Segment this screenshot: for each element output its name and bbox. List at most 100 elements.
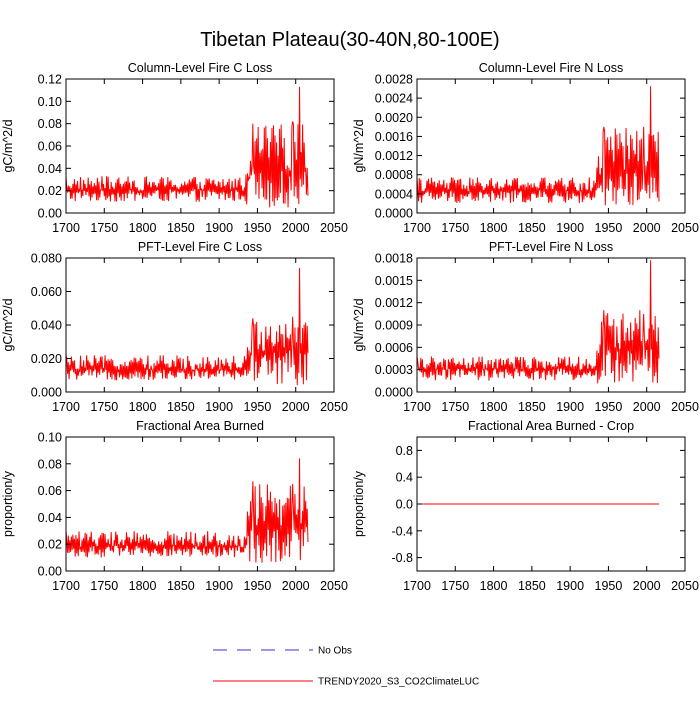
x-tick-label: 1700 [403,579,431,593]
x-tick-label: 1900 [205,579,233,593]
y-tick-label: 0.0012 [375,296,413,310]
x-tick-label: 1850 [518,400,546,414]
x-tick-label: 1700 [52,221,80,235]
legend-label: TRENDY2020_S3_CO2ClimateLUC [318,677,479,688]
x-tick-label: 1950 [244,221,272,235]
x-tick-label: 1900 [205,400,233,414]
x-tick-label: 1850 [167,400,195,414]
y-tick-label: 0.10 [38,95,62,109]
x-tick-label: 1800 [129,400,157,414]
plot-frame [416,78,686,214]
x-tick-label: 2000 [633,221,661,235]
y-tick-label: 0.040 [31,319,62,333]
y-axis-label: proportion/y [1,470,15,537]
y-tick-label: 0.08 [38,457,62,471]
y-tick-label: 0.0004 [375,187,413,201]
y-axis-label: proportion/y [352,470,366,537]
plot-frame [65,436,335,572]
y-tick-label: 0.0000 [375,386,413,400]
x-tick-label: 1800 [480,400,508,414]
x-tick-label: 2000 [633,579,661,593]
x-tick-label: 1700 [52,579,80,593]
y-tick-label: 0.0000 [375,207,413,221]
y-tick-label: 0.0008 [375,168,413,182]
y-tick-label: 0.0024 [375,92,413,106]
y-axis-label: gN/m^2/d [352,298,366,351]
figure-title: Tibetan Plateau(30-40N,80-100E) [200,29,499,51]
x-tick-label: 2050 [320,579,348,593]
panels: Column-Level Fire C Loss gC/m^2/d 1700 1750… [1,61,699,593]
y-tick-label: 0.08 [38,117,62,131]
y-tick-label: 0.0009 [375,319,413,333]
y-tick-label: 0.0006 [375,341,413,355]
x-tick-label: 1950 [244,579,272,593]
x-tick-label: 1950 [595,579,623,593]
x-tick-label: 2000 [633,400,661,414]
panel-title: Column-Level Fire C Loss [128,61,273,75]
y-axis-label: gC/m^2/d [1,298,15,351]
y-tick-label: 0.080 [31,252,62,266]
x-tick-label: 1950 [595,221,623,235]
legend-label: No Obs [318,646,352,657]
x-tick-label: 2050 [671,221,699,235]
x-tick-label: 1750 [90,579,118,593]
y-tick-label: 0.0028 [375,73,413,87]
y-tick-label: -0.8 [391,551,413,565]
x-tick-label: 2050 [320,221,348,235]
x-tick-label: 1800 [480,579,508,593]
y-tick-label: 0.00 [38,565,62,579]
y-tick-label: 0.060 [31,285,62,299]
x-tick-label: 1750 [90,400,118,414]
x-tick-label: 1800 [129,579,157,593]
x-tick-label: 1850 [167,579,195,593]
panel-pft_fire_n: PFT-Level Fire N Loss gN/m^2/d 1700 1750 180… [352,240,699,414]
x-tick-label: 1850 [167,221,195,235]
y-tick-label: -0.4 [391,524,413,538]
x-tick-label: 1900 [556,579,584,593]
y-tick-label: 0.06 [38,484,62,498]
y-tick-label: 0.020 [31,352,62,366]
panel-col_fire_c: Column-Level Fire C Loss gC/m^2/d 1700 1750… [1,61,348,235]
y-axis-label: gC/m^2/d [1,119,15,172]
y-tick-label: 0.000 [31,386,62,400]
y-tick-label: 0.02 [38,538,62,552]
panel-title: PFT-Level Fire N Loss [489,240,613,254]
y-tick-label: 0.04 [38,162,62,176]
y-tick-label: 0.0003 [375,363,413,377]
panel-title: Column-Level Fire N Loss [479,61,624,75]
y-tick-label: 0.12 [38,73,62,87]
x-tick-label: 2000 [282,221,310,235]
series-line-pft_fire_n [416,260,660,384]
y-tick-label: 0.0018 [375,252,413,266]
y-tick-label: 0.0012 [375,149,413,163]
y-tick-label: 0.0016 [375,130,413,144]
x-tick-label: 1950 [595,400,623,414]
series-line-col_fire_n [416,86,660,206]
x-tick-label: 1850 [518,221,546,235]
panel-frac_burned_crop: Fractional Area Burned - Crop proportion/… [352,419,699,593]
x-tick-label: 1900 [556,221,584,235]
x-tick-label: 2050 [671,400,699,414]
x-tick-label: 2050 [671,579,699,593]
panel-title: Fractional Area Burned [136,419,264,433]
x-tick-label: 1700 [403,400,431,414]
x-tick-label: 1750 [441,400,469,414]
series-line-frac_burned [65,458,309,563]
y-tick-label: 0.8 [396,444,413,458]
x-tick-label: 1800 [129,221,157,235]
panel-frac_burned: Fractional Area Burned proportion/y 1700 17… [1,419,348,593]
y-tick-label: 0.04 [38,511,62,525]
x-tick-label: 1850 [518,579,546,593]
panel-pft_fire_c: PFT-Level Fire C Loss gC/m^2/d 1700 1750 180… [1,240,348,414]
panel-title: PFT-Level Fire C Loss [138,240,262,254]
y-tick-label: 0.06 [38,140,62,154]
y-tick-label: 0.0 [396,498,413,512]
x-tick-label: 1950 [244,400,272,414]
y-tick-label: 0.0020 [375,111,413,125]
y-tick-label: 0.00 [38,207,62,221]
panel-col_fire_n: Column-Level Fire N Loss gN/m^2/d 1700 1750… [352,61,699,235]
x-tick-label: 2050 [320,400,348,414]
series-line-col_fire_c [65,86,309,208]
